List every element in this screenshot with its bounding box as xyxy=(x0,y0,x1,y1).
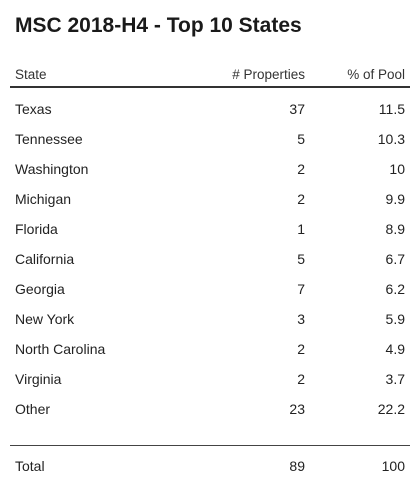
properties-cell: 23 xyxy=(289,401,305,417)
state-cell: Washington xyxy=(15,161,89,177)
page-title: MSC 2018-H4 - Top 10 States xyxy=(15,14,302,37)
properties-cell: 1 xyxy=(297,221,305,237)
properties-cell: 2 xyxy=(297,191,305,207)
properties-cell: 5 xyxy=(297,131,305,147)
total-row: Total 89 100 xyxy=(10,451,410,481)
properties-cell: 2 xyxy=(297,341,305,357)
total-pool: 100 xyxy=(381,458,405,474)
table-row: Texas 37 11.5 xyxy=(10,94,410,124)
total-divider xyxy=(10,445,410,446)
properties-cell: 2 xyxy=(297,371,305,387)
table-row: California 5 6.7 xyxy=(10,244,410,274)
table-row: Georgia 7 6.2 xyxy=(10,274,410,304)
table-row: Tennessee 5 10.3 xyxy=(10,124,410,154)
table-spacer xyxy=(10,424,410,434)
pool-cell: 8.9 xyxy=(385,221,405,237)
pool-cell: 6.2 xyxy=(385,281,405,297)
properties-cell: 37 xyxy=(289,101,305,117)
state-cell: California xyxy=(15,251,75,267)
pool-cell: 9.9 xyxy=(385,191,405,207)
properties-cell: 5 xyxy=(297,251,305,267)
properties-cell: 2 xyxy=(297,161,305,177)
table-row: New York 3 5.9 xyxy=(10,304,410,334)
pool-cell: 10.3 xyxy=(377,131,405,147)
table-row: Florida 1 8.9 xyxy=(10,214,410,244)
pool-cell: 22.2 xyxy=(377,401,405,417)
table-row: Virginia 2 3.7 xyxy=(10,364,410,394)
state-cell: New York xyxy=(15,311,75,327)
state-cell: Michigan xyxy=(15,191,72,207)
table-row: Washington 2 10 xyxy=(10,154,410,184)
pool-cell: 4.9 xyxy=(385,341,405,357)
table-header: State # Properties % of Pool xyxy=(10,64,410,86)
properties-cell: 3 xyxy=(297,311,305,327)
pool-cell: 10 xyxy=(389,161,405,177)
pool-cell: 3.7 xyxy=(385,371,405,387)
state-cell: Florida xyxy=(15,221,58,237)
table-row: Other 23 22.2 xyxy=(10,394,410,424)
pool-cell: 11.5 xyxy=(378,101,405,117)
pool-cell: 6.7 xyxy=(385,251,405,267)
properties-cell: 7 xyxy=(297,281,305,297)
header-properties: # Properties xyxy=(232,67,305,82)
state-cell: Texas xyxy=(15,101,52,117)
state-cell: Other xyxy=(15,401,51,417)
states-table: State # Properties % of Pool Texas 37 11… xyxy=(10,64,410,481)
pool-cell: 5.9 xyxy=(385,311,405,327)
state-cell: Virginia xyxy=(15,371,62,387)
header-pool: % of Pool xyxy=(347,67,405,82)
total-properties: 89 xyxy=(289,458,305,474)
header-state: State xyxy=(15,67,47,82)
state-cell: North Carolina xyxy=(15,341,106,357)
total-label: Total xyxy=(15,458,45,474)
table-row: Michigan 2 9.9 xyxy=(10,184,410,214)
header-divider xyxy=(10,86,410,88)
table-row: North Carolina 2 4.9 xyxy=(10,334,410,364)
state-cell: Georgia xyxy=(15,281,65,297)
state-cell: Tennessee xyxy=(15,131,83,147)
